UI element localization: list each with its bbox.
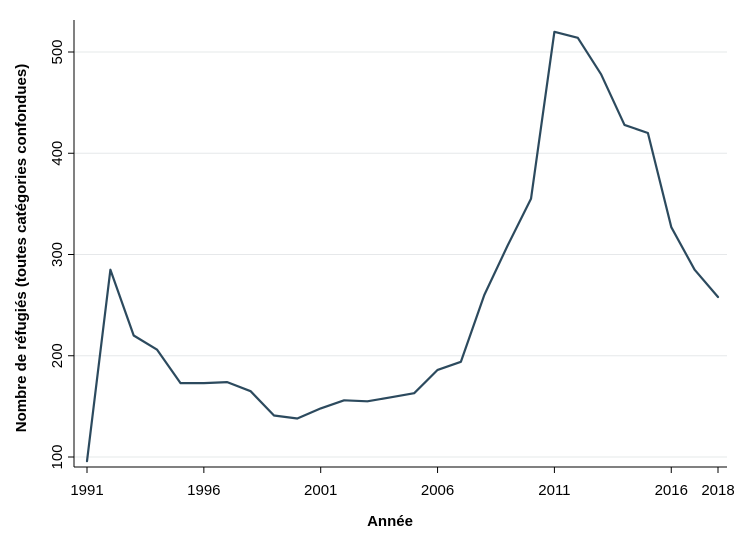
x-axis-title: Année [367,513,413,530]
series-group [85,30,720,463]
y-tick-label: 300 [49,242,66,267]
series-line-0 [85,30,720,463]
x-tick-label: 2016 [655,482,688,499]
x-tick-label: 2001 [304,482,337,499]
ticks: 100 200 300 400 500 1991 1996 2001 2006 2011 2016 2… [49,39,735,499]
x-tick-label: 2011 [538,482,570,499]
axes [73,20,727,468]
x-tick-label: 2006 [421,482,454,499]
x-tick-label: 1991 [70,482,103,499]
y-tick-label: 400 [49,141,66,166]
x-tick-label: 1996 [187,482,220,499]
gridlines [74,51,727,458]
y-axis-title: Nombre de réfugiés (toutes catégories co… [13,64,30,432]
y-tick-label: 100 [49,444,66,469]
y-tick-label: 500 [49,39,66,64]
y-tick-label: 200 [49,343,66,368]
x-tick-label: 2018 [701,482,734,499]
